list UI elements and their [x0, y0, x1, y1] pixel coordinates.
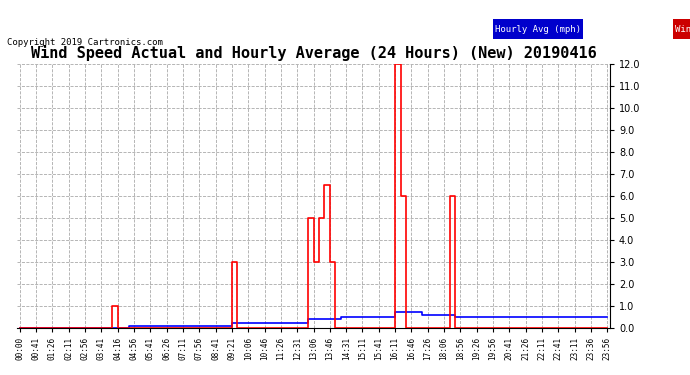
- Text: Copyright 2019 Cartronics.com: Copyright 2019 Cartronics.com: [7, 38, 163, 47]
- Text: Wind (mph): Wind (mph): [676, 25, 690, 34]
- Title: Wind Speed Actual and Hourly Average (24 Hours) (New) 20190416: Wind Speed Actual and Hourly Average (24…: [30, 45, 596, 61]
- Text: Hourly Avg (mph): Hourly Avg (mph): [495, 25, 581, 34]
